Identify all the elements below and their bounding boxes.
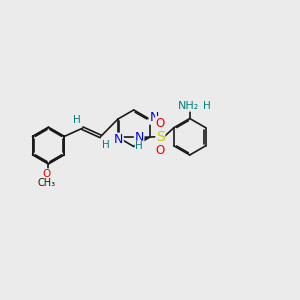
Text: N: N [149,111,159,124]
Text: O: O [43,169,51,179]
Text: H: H [102,140,110,150]
Text: N: N [114,133,123,146]
Text: O: O [156,117,165,130]
Text: S: S [156,130,165,144]
Text: O: O [156,144,165,157]
Text: CH₃: CH₃ [38,178,56,188]
Text: N: N [134,131,144,144]
Text: NH₂: NH₂ [178,101,199,111]
Text: H: H [203,100,211,110]
Text: H: H [73,115,81,125]
Text: H: H [135,141,143,151]
